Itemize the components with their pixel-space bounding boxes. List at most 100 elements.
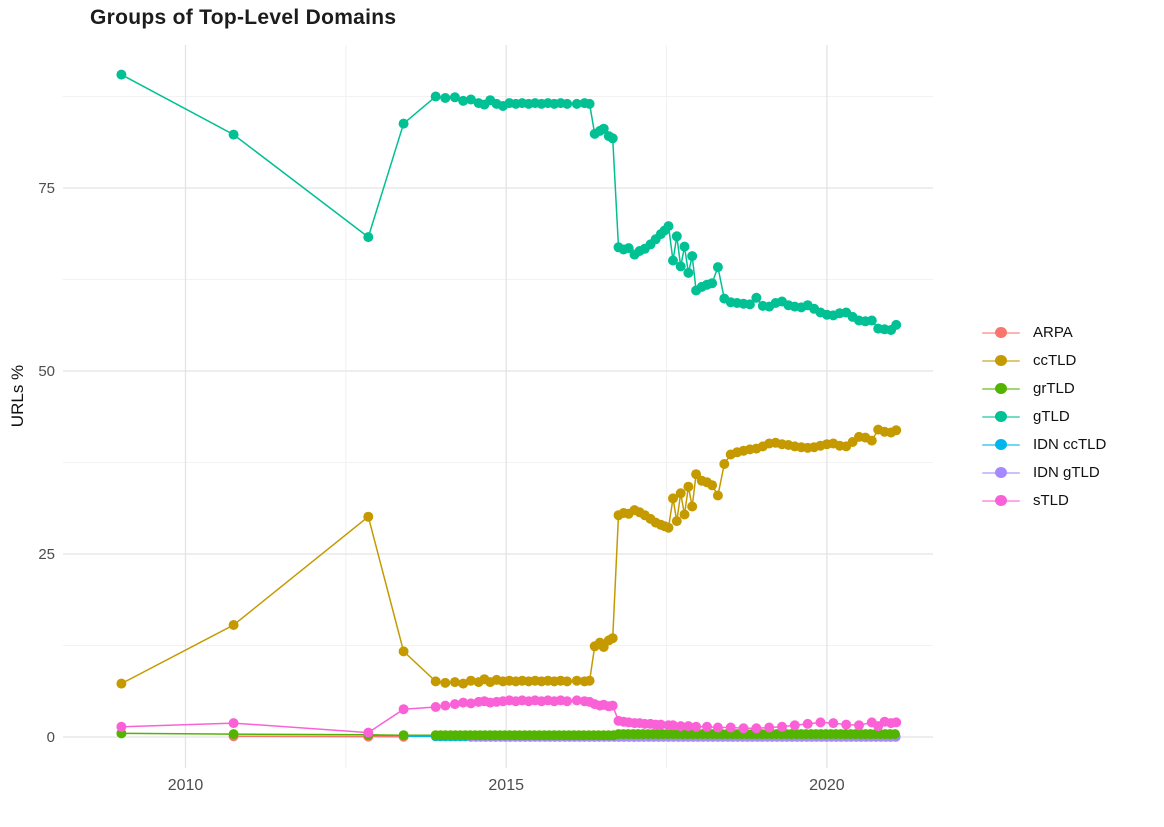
series-point-gTLD [430, 91, 441, 102]
series-point-gTLD [465, 94, 476, 105]
legend-swatch-icon [982, 354, 1020, 368]
y-tick-label-25: 25 [38, 546, 55, 564]
x-tick-label-2015: 2015 [488, 777, 524, 794]
legend-swatch-icon [982, 438, 1020, 452]
series-point-sTLD [751, 723, 762, 734]
legend-swatch-icon [982, 382, 1020, 396]
series-point-ccTLD [458, 678, 469, 689]
series-point-gTLD [751, 292, 762, 303]
series-point-ccTLD [687, 501, 698, 512]
legend-swatch-icon [982, 326, 1020, 340]
series-point-gTLD [683, 267, 694, 278]
series-point-sTLD [738, 723, 749, 734]
series-point-sTLD [702, 721, 712, 732]
series-line-gTLD [121, 73, 897, 331]
y-tick-label-75: 75 [38, 180, 55, 198]
y-tick-label-50: 50 [38, 363, 55, 381]
series-point-ccTLD [671, 516, 682, 527]
legend-label: ARPA [1033, 324, 1073, 341]
series-point-sTLD [789, 720, 800, 731]
legend-swatch-icon [982, 410, 1020, 424]
series-point-ccTLD [712, 490, 723, 501]
series-point-gTLD [598, 123, 609, 134]
series-point-ccTLD [571, 675, 582, 686]
series-point-ccTLD [683, 481, 694, 492]
series-point-sTLD [668, 720, 678, 731]
series-point-sTLD [828, 718, 839, 729]
series-point-sTLD [841, 719, 852, 730]
series-point-sTLD [854, 720, 864, 731]
series-point-gTLD [623, 243, 634, 254]
series-point-ccTLD [449, 677, 460, 688]
series-point-sTLD [607, 700, 618, 711]
series-point-sTLD [398, 704, 409, 715]
series-point-ccTLD [891, 425, 902, 436]
series-point-ccTLD [116, 678, 127, 689]
legend-swatch-icon [982, 466, 1020, 480]
series-point-gTLD [744, 299, 755, 310]
series-point-sTLD [777, 721, 787, 732]
series-point-gTLD [363, 232, 374, 243]
series-point-sTLD [116, 721, 127, 732]
legend-label: IDN ccTLD [1033, 436, 1107, 453]
series-point-gTLD [891, 319, 902, 330]
series-point-gTLD [228, 129, 239, 140]
series-point-ccTLD [719, 459, 730, 469]
series-point-sTLD [712, 722, 723, 733]
legend-item-grTLD: grTLD [982, 378, 1106, 399]
legend-label: IDN gTLD [1033, 464, 1100, 481]
series-point-gTLD [440, 93, 451, 103]
x-tick-label-2010: 2010 [167, 777, 204, 794]
series-point-gTLD [607, 133, 618, 144]
series-point-ccTLD [584, 675, 595, 686]
series-point-ccTLD [440, 677, 451, 688]
series-point-gTLD [562, 98, 573, 109]
series-point-gTLD [866, 315, 877, 326]
series-point-ccTLD [691, 469, 702, 480]
series-point-ccTLD [707, 480, 718, 491]
series-point-grTLD [228, 729, 239, 740]
series-point-grTLD [398, 730, 409, 741]
series-point-sTLD [815, 717, 826, 728]
series-point-ccTLD [663, 522, 674, 533]
legend-label: sTLD [1033, 492, 1069, 509]
legend-item-gTLD: gTLD [982, 406, 1106, 427]
series-point-gTLD [663, 221, 674, 232]
series-point-sTLD [675, 721, 686, 732]
series-line-ARPA [233, 735, 404, 738]
legend-swatch-icon [982, 494, 1020, 508]
series-point-sTLD [465, 698, 476, 709]
series-point-gTLD [584, 98, 595, 109]
y-axis-title: URLs % [8, 364, 27, 428]
series-point-ccTLD [363, 511, 374, 522]
series-point-grTLD [890, 729, 900, 740]
series-point-gTLD [116, 69, 127, 80]
series-point-gTLD [571, 98, 582, 109]
series-point-sTLD [691, 721, 702, 732]
series-point-sTLD [562, 696, 573, 707]
legend-item-ARPA: ARPA [982, 322, 1106, 343]
legend-label: grTLD [1033, 380, 1075, 397]
series-point-sTLD [363, 727, 374, 738]
x-tick-label-2020: 2020 [809, 777, 845, 794]
series-point-gTLD [679, 241, 690, 252]
series-point-ccTLD [668, 493, 678, 504]
series-point-sTLD [228, 718, 239, 729]
series-point-gTLD [675, 261, 686, 272]
y-tick-label-0: 0 [46, 729, 55, 747]
series-point-ccTLD [430, 676, 441, 687]
series-point-gTLD [712, 262, 723, 273]
series-point-gTLD [687, 251, 698, 262]
series-point-ccTLD [675, 488, 686, 499]
series-point-gTLD [671, 231, 682, 242]
chart-title: Groups of Top-Level Domains [90, 6, 397, 29]
series-point-sTLD [802, 718, 813, 729]
series-point-sTLD [430, 702, 441, 712]
series-point-ccTLD [679, 509, 690, 520]
legend-item-IDN-ccTLD: IDN ccTLD [982, 434, 1106, 455]
legend-label: gTLD [1033, 408, 1070, 425]
series-point-sTLD [764, 722, 775, 733]
series-point-ccTLD [228, 620, 239, 630]
legend-label: ccTLD [1033, 352, 1077, 369]
